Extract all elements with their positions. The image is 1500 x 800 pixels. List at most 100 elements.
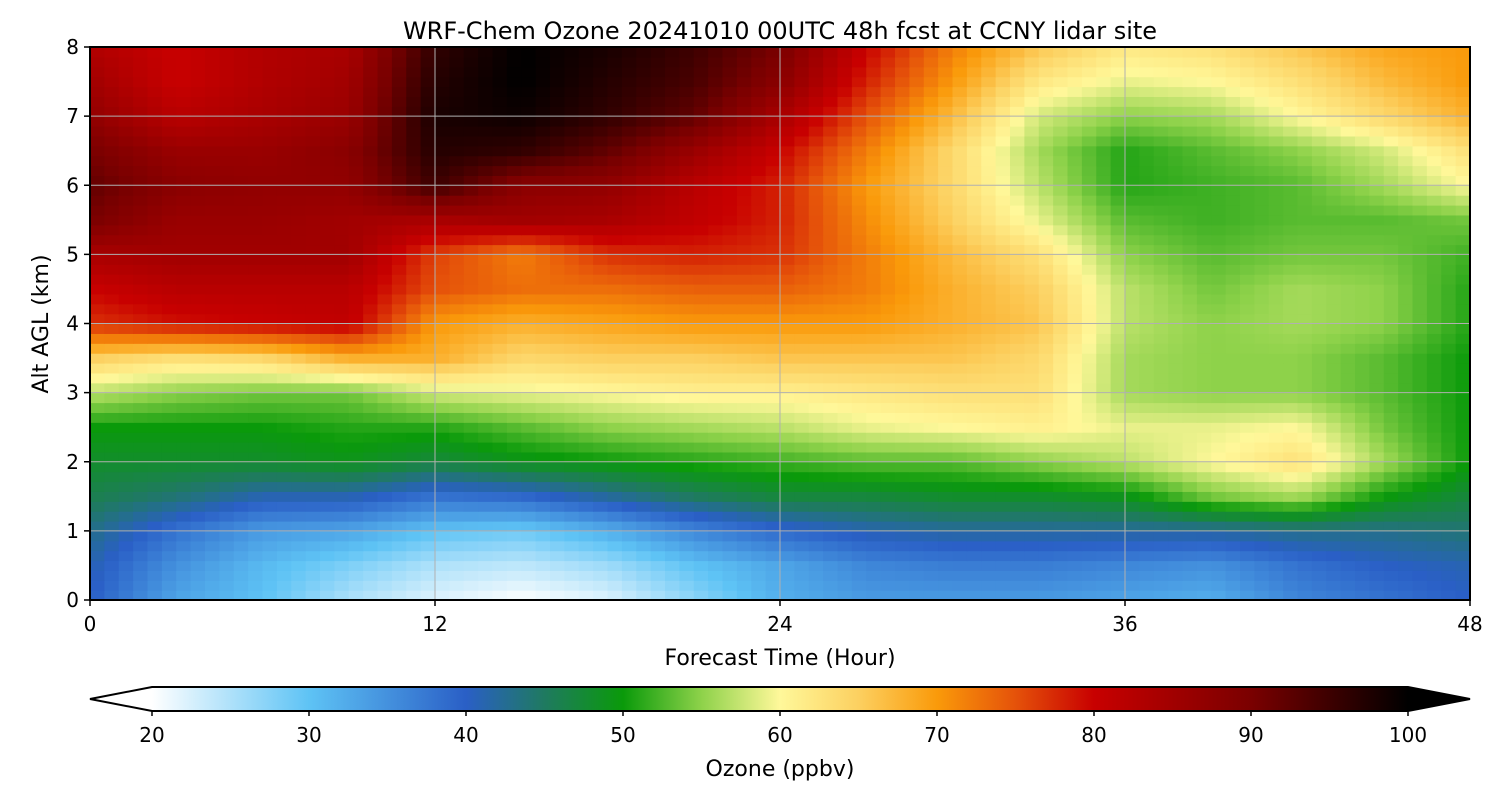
heatmap-cell xyxy=(492,560,508,571)
heatmap-cell xyxy=(679,214,695,226)
heatmap-cell xyxy=(693,481,709,492)
heatmap-cell xyxy=(276,126,292,137)
heatmap-cell xyxy=(1355,343,1370,354)
heatmap-cell xyxy=(693,293,709,305)
heatmap-cell xyxy=(794,442,810,453)
heatmap-cell xyxy=(780,155,795,167)
heatmap-cell xyxy=(923,284,939,295)
heatmap-cell xyxy=(449,214,465,226)
heatmap-cell xyxy=(952,491,968,502)
heatmap-cell xyxy=(851,353,867,364)
heatmap-cell xyxy=(205,323,220,334)
heatmap-cell xyxy=(478,560,494,571)
heatmap-cell xyxy=(794,333,810,344)
heatmap-cell xyxy=(621,205,637,216)
heatmap-cell xyxy=(363,471,379,483)
heatmap-cell xyxy=(535,363,551,374)
heatmap-cell xyxy=(765,313,781,325)
heatmap-cell xyxy=(765,412,781,423)
heatmap-cell xyxy=(923,540,939,552)
heatmap-cell xyxy=(1096,323,1112,334)
heatmap-cell xyxy=(90,293,105,305)
heatmap-cell xyxy=(564,86,580,97)
heatmap-cell xyxy=(262,432,278,443)
heatmap-cell xyxy=(938,145,954,157)
heatmap-cell xyxy=(334,106,350,117)
heatmap-cell xyxy=(463,521,479,532)
heatmap-cell xyxy=(564,224,580,236)
heatmap-cell xyxy=(952,234,968,246)
heatmap-cell xyxy=(90,530,105,542)
heatmap-cell xyxy=(133,422,149,433)
heatmap-cell xyxy=(248,442,264,453)
heatmap-cell xyxy=(780,422,795,433)
heatmap-cell xyxy=(1297,501,1313,512)
heatmap-cell xyxy=(665,106,680,117)
heatmap-cell xyxy=(952,333,968,344)
heatmap-cell xyxy=(506,195,522,206)
heatmap-cell xyxy=(1240,234,1255,246)
heatmap-cell xyxy=(1196,145,1212,157)
heatmap-cell xyxy=(1196,491,1212,502)
heatmap-cell xyxy=(1254,185,1270,196)
heatmap-cell xyxy=(1067,580,1083,591)
heatmap-cell xyxy=(1139,511,1155,522)
heatmap-cell xyxy=(650,580,666,591)
heatmap-cell xyxy=(923,333,939,344)
heatmap-cell xyxy=(693,254,709,265)
heatmap-cell xyxy=(880,254,896,265)
heatmap-cell xyxy=(1441,540,1457,552)
heatmap-cell xyxy=(1067,382,1083,394)
heatmap-cell xyxy=(90,560,105,571)
heatmap-cell xyxy=(550,363,565,374)
heatmap-cell xyxy=(736,481,752,492)
heatmap-cell xyxy=(1355,590,1370,601)
heatmap-cell xyxy=(1110,214,1126,226)
heatmap-cell xyxy=(535,511,551,522)
heatmap-cell xyxy=(722,205,738,216)
heatmap-cell xyxy=(1398,274,1414,285)
heatmap-cell xyxy=(1283,135,1299,147)
heatmap-cell xyxy=(607,254,623,265)
heatmap-cell xyxy=(435,363,450,374)
heatmap-cell xyxy=(1211,353,1227,364)
heatmap-cell xyxy=(693,116,709,127)
heatmap-cell xyxy=(621,86,637,97)
heatmap-cell xyxy=(391,323,407,334)
heatmap-cell xyxy=(291,521,307,532)
heatmap-cell xyxy=(952,442,968,453)
heatmap-cell xyxy=(161,461,177,473)
heatmap-cell xyxy=(621,264,637,275)
heatmap-cell xyxy=(1326,224,1342,236)
heatmap-cell xyxy=(478,205,494,216)
heatmap-cell xyxy=(377,224,393,236)
heatmap-cell xyxy=(492,106,508,117)
heatmap-cell xyxy=(1254,511,1270,522)
heatmap-cell xyxy=(161,550,177,562)
heatmap-cell xyxy=(219,165,235,176)
heatmap-cell xyxy=(391,264,407,275)
heatmap-cell xyxy=(952,195,968,206)
heatmap-cell xyxy=(650,175,666,186)
heatmap-cell xyxy=(1038,224,1054,236)
heatmap-cell xyxy=(1053,224,1069,236)
heatmap-cell xyxy=(1182,491,1198,502)
heatmap-cell xyxy=(391,175,407,186)
heatmap-cell xyxy=(981,343,997,354)
heatmap-cell xyxy=(348,264,364,275)
heatmap-cell xyxy=(621,590,637,601)
heatmap-cell xyxy=(1412,145,1428,157)
heatmap-cell xyxy=(578,382,594,394)
heatmap-cell xyxy=(104,116,120,127)
heatmap-cell xyxy=(1225,353,1241,364)
heatmap-cell xyxy=(233,353,249,364)
heatmap-cell xyxy=(190,303,206,315)
heatmap-cell xyxy=(1110,145,1126,157)
heatmap-cell xyxy=(1240,580,1255,591)
heatmap-cell xyxy=(1010,422,1025,433)
heatmap-cell xyxy=(1196,244,1212,255)
heatmap-cell xyxy=(262,323,278,334)
heatmap-cell xyxy=(1182,254,1198,265)
heatmap-cell xyxy=(952,521,968,532)
heatmap-cell xyxy=(1153,126,1169,137)
